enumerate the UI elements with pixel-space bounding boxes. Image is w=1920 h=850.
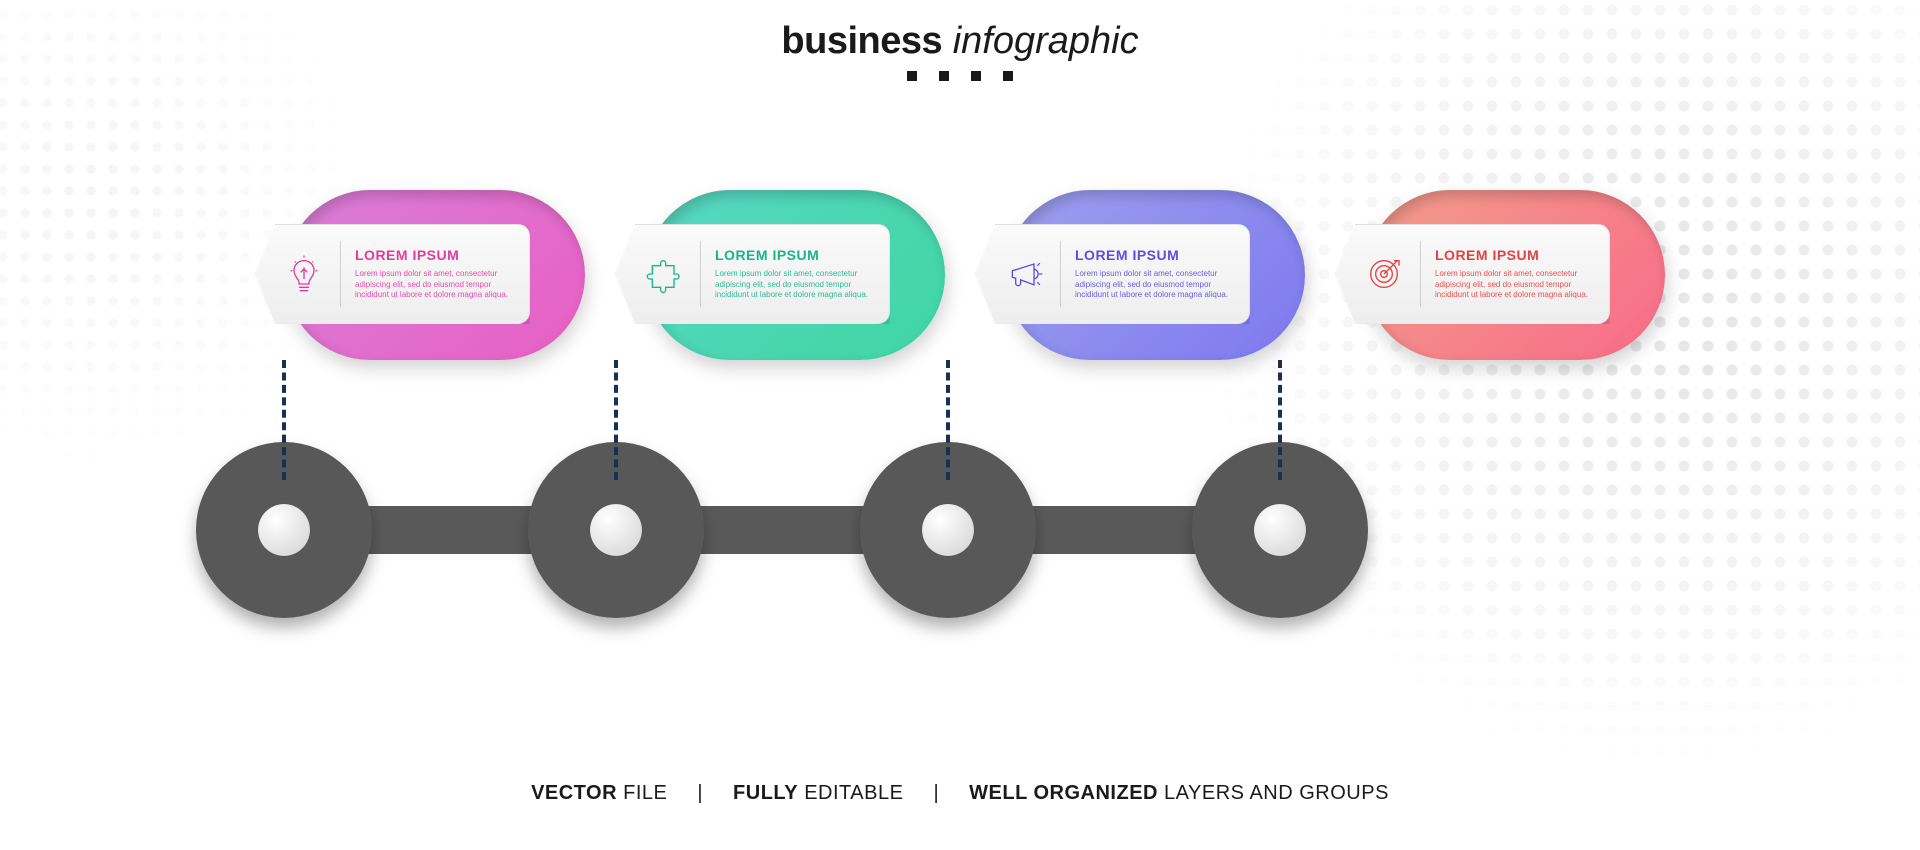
step-text: LOREM IPSUM Lorem ipsum dolor sit amet, c…: [715, 247, 871, 301]
step-title: LOREM IPSUM: [1435, 247, 1591, 263]
target-icon: [1362, 252, 1406, 296]
puzzle-icon: [642, 252, 686, 296]
footer-bold: FULLY: [733, 782, 798, 804]
step-2: LOREM IPSUM Lorem ipsum dolor sit amet, c…: [615, 190, 945, 360]
step-title: LOREM IPSUM: [1075, 247, 1231, 263]
step-text: LOREM IPSUM Lorem ipsum dolor sit amet, c…: [1435, 247, 1591, 301]
step-card: LOREM IPSUM Lorem ipsum dolor sit amet, c…: [1335, 224, 1610, 324]
step-text: LOREM IPSUM Lorem ipsum dolor sit amet, c…: [355, 247, 511, 301]
step-3: LOREM IPSUM Lorem ipsum dolor sit amet, c…: [975, 190, 1305, 360]
step-body: Lorem ipsum dolor sit amet, consectetur …: [1075, 269, 1231, 301]
card-divider: [700, 241, 701, 307]
step-card: LOREM IPSUM Lorem ipsum dolor sit amet, c…: [975, 224, 1250, 324]
footer-bold: VECTOR: [531, 782, 617, 804]
step-body: Lorem ipsum dolor sit amet, consectetur …: [1435, 269, 1591, 301]
dashed-connector: [282, 360, 286, 480]
dashed-connector: [946, 360, 950, 480]
step-title: LOREM IPSUM: [355, 247, 511, 263]
footer-light: LAYERS AND GROUPS: [1158, 782, 1389, 804]
timeline-track: [0, 0, 1920, 845]
step-4: LOREM IPSUM Lorem ipsum dolor sit amet, c…: [1335, 190, 1665, 360]
step-body: Lorem ipsum dolor sit amet, consectetur …: [715, 269, 871, 301]
footer-separator: |: [697, 782, 703, 804]
footer-separator: |: [933, 782, 939, 804]
step-title: LOREM IPSUM: [715, 247, 871, 263]
footer: VECTOR FILE | FULLY EDITABLE | WELL ORGANIZE…: [0, 782, 1920, 805]
step-text: LOREM IPSUM Lorem ipsum dolor sit amet, c…: [1075, 247, 1231, 301]
step-card: LOREM IPSUM Lorem ipsum dolor sit amet, c…: [615, 224, 890, 324]
dashed-connector: [1278, 360, 1282, 480]
card-divider: [1420, 241, 1421, 307]
footer-light: FILE: [617, 782, 667, 804]
lightbulb-icon: [282, 252, 326, 296]
step-card: LOREM IPSUM Lorem ipsum dolor sit amet, c…: [255, 224, 530, 324]
steps-row: LOREM IPSUM Lorem ipsum dolor sit amet, c…: [0, 190, 1920, 360]
footer-light: EDITABLE: [798, 782, 903, 804]
footer-bold: WELL ORGANIZED: [969, 782, 1158, 804]
card-divider: [1060, 241, 1061, 307]
step-1: LOREM IPSUM Lorem ipsum dolor sit amet, c…: [255, 190, 585, 360]
card-divider: [340, 241, 341, 307]
step-body: Lorem ipsum dolor sit amet, consectetur …: [355, 269, 511, 301]
megaphone-icon: [1002, 252, 1046, 296]
dashed-connector: [614, 360, 618, 480]
